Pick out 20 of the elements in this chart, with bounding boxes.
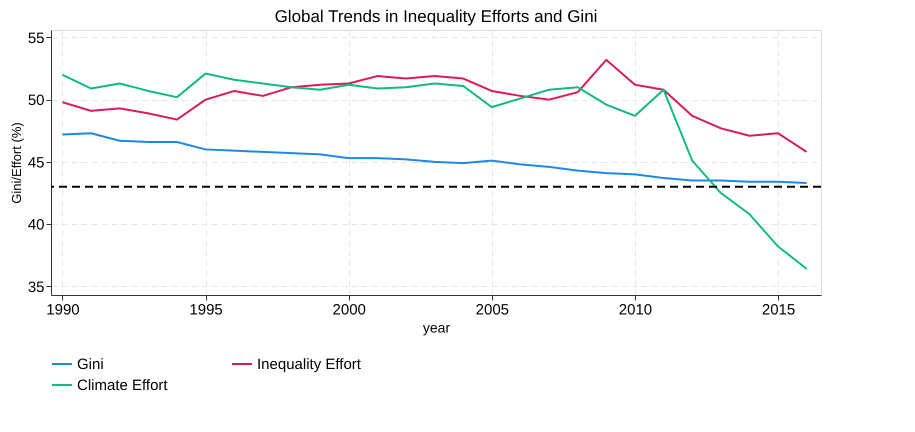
line-series	[61, 132, 808, 184]
line-series	[61, 72, 808, 270]
y-axis-title: Gini/Effort (%)	[8, 122, 24, 204]
y-tick-label: 45	[28, 154, 44, 172]
x-tick-label: 1990	[46, 302, 80, 318]
y-tick-label: 50	[28, 92, 44, 110]
y-tick-label: 35	[28, 278, 44, 296]
legend-label: Inequality Effort	[257, 356, 362, 373]
x-tick-label: 2015	[762, 302, 796, 318]
x-tick-label: 2010	[618, 302, 652, 318]
line-series	[61, 58, 808, 153]
y-tick-label: 55	[28, 30, 44, 47]
y-tick-label: 40	[28, 216, 44, 234]
x-tick-label: 2000	[332, 302, 366, 318]
legend-label: Climate Effort	[77, 377, 168, 394]
x-tick-label: 2005	[476, 302, 510, 318]
x-tick-label: 1995	[189, 302, 223, 318]
chart-title: Global Trends in Inequality Efforts and Gini	[274, 7, 598, 26]
legend-label: Gini	[77, 356, 104, 373]
x-axis-title: year	[422, 320, 450, 336]
